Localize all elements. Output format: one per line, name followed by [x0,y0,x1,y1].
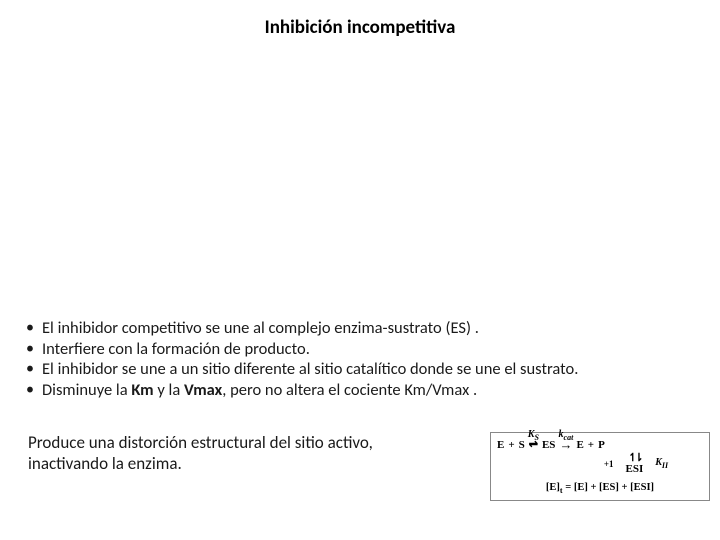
bullet-item: El inhibidor se une a un sitio diferente… [20,359,700,380]
species-e: E [497,439,504,451]
bullet-list: El inhibidor competitivo se une al compl… [20,318,700,401]
mass-balance-equation: [E]t = [E] + [ES] + [ESI] [497,478,703,495]
footer-paragraph: Produce una distorción estructural del s… [28,432,428,475]
species-es: ES [542,439,555,451]
vertical-equilibrium: ↿⇂ ESI [625,453,643,474]
species-s: S [519,439,525,451]
footer-row: Produce una distorción estructural del s… [28,432,710,501]
reaction-scheme-diagram: E + S KS ⇀↽ ES kcat → E + P +1 ↿⇂ ESI KI… [490,432,710,501]
ki-label: KII [655,457,668,470]
arrow-to-product: kcat → [559,437,572,453]
slide-title: Inhibición incompetitiva [0,0,720,39]
species-esi: ESI [625,464,643,474]
bullet-item: Disminuye la Km y la Vmax, pero no alter… [20,380,700,401]
plus-one-label: +1 [604,459,614,469]
species-p: P [598,439,605,451]
diagram-row-2: +1 ↿⇂ ESI KII [497,453,703,474]
bullet-item: Interfiere con la formación de producto. [20,339,700,360]
plus-sign: + [508,439,514,451]
diagram-row-1: E + S KS ⇀↽ ES kcat → E + P [497,437,703,453]
bullet-item: El inhibidor competitivo se une al compl… [20,318,700,339]
plus-sign-2: + [588,439,594,451]
species-e2: E [576,439,583,451]
equilibrium-arrow-1: KS ⇀↽ [529,440,538,451]
